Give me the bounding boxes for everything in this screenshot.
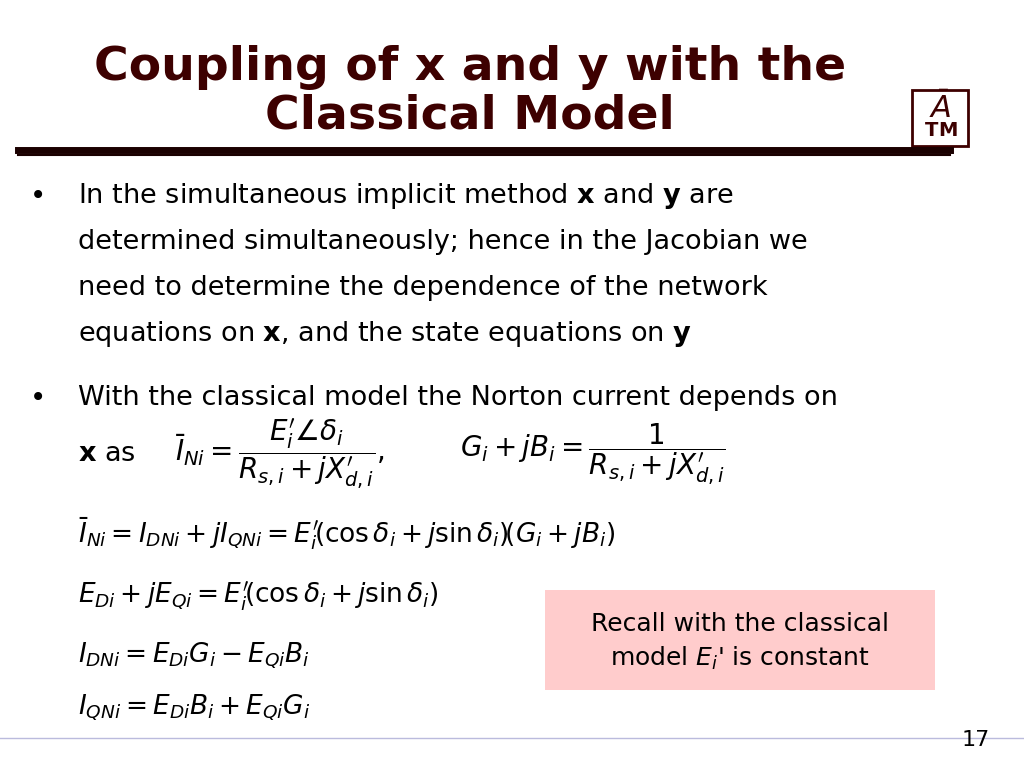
Text: $\bar{I}_{Ni} = \dfrac{E_i^{\prime}\angle\delta_i}{R_{s,i} + jX_{d,i}^{\prime}},: $\bar{I}_{Ni} = \dfrac{E_i^{\prime}\angl… — [175, 416, 385, 492]
Text: T: T — [926, 121, 939, 140]
Text: Coupling of x and y with the: Coupling of x and y with the — [94, 45, 846, 91]
Text: $\mathbf{x}$ as: $\mathbf{x}$ as — [78, 441, 135, 467]
Text: With the classical model the Norton current depends on: With the classical model the Norton curr… — [78, 385, 838, 411]
FancyBboxPatch shape — [545, 590, 935, 690]
Text: equations on $\mathbf{x}$, and the state equations on $\mathbf{y}$: equations on $\mathbf{x}$, and the state… — [78, 319, 692, 349]
Text: Classical Model: Classical Model — [265, 94, 675, 138]
Text: need to determine the dependence of the network: need to determine the dependence of the … — [78, 275, 768, 301]
Text: $\bar{I}_{Ni} = I_{DNi} + jI_{QNi} = E_i^{\prime}\!\left(\cos\delta_i + j\sin\de: $\bar{I}_{Ni} = I_{DNi} + jI_{QNi} = E_i… — [78, 515, 615, 552]
Text: 17: 17 — [962, 730, 990, 750]
Text: determined simultaneously; hence in the Jacobian we: determined simultaneously; hence in the … — [78, 229, 808, 255]
Text: •: • — [30, 384, 46, 412]
Text: $I_{QNi} = E_{Di}B_i + E_{Qi}G_i$: $I_{QNi} = E_{Di}B_i + E_{Qi}G_i$ — [78, 693, 310, 723]
Text: $\bar{A}$: $\bar{A}$ — [929, 92, 951, 124]
Text: In the simultaneous implicit method $\mathbf{x}$ and $\mathbf{y}$ are: In the simultaneous implicit method $\ma… — [78, 181, 734, 211]
Text: Recall with the classical: Recall with the classical — [591, 612, 889, 636]
Text: $E_{Di} + jE_{Qi} = E_i^{\prime}\!\left(\cos\delta_i + j\sin\delta_i\right)$: $E_{Di} + jE_{Qi} = E_i^{\prime}\!\left(… — [78, 579, 439, 613]
Text: $I_{DNi} = E_{Di}G_i - E_{Qi}B_i$: $I_{DNi} = E_{Di}G_i - E_{Qi}B_i$ — [78, 641, 309, 671]
Text: $G_i + jB_i = \dfrac{1}{R_{s,i} + jX_{d,i}^{\prime}}$: $G_i + jB_i = \dfrac{1}{R_{s,i} + jX_{d,… — [460, 421, 726, 487]
Text: M: M — [938, 121, 957, 140]
Text: model $E_i$' is constant: model $E_i$' is constant — [610, 644, 870, 671]
Text: •: • — [30, 182, 46, 210]
